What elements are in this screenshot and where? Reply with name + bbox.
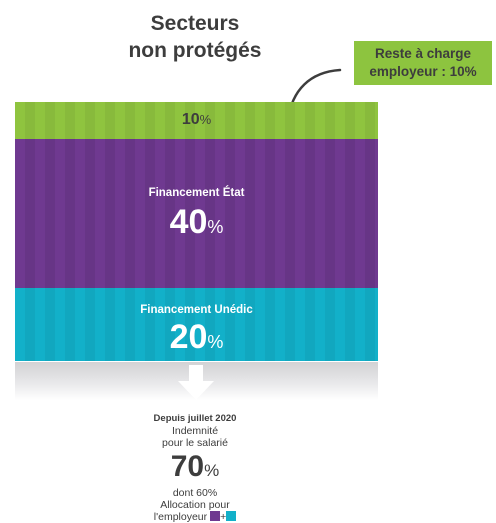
down-arrow-icon <box>178 365 214 400</box>
segment-employeur: 10% <box>15 102 378 139</box>
plus-sign: + <box>220 511 227 523</box>
segment-etat-value: 40% <box>169 203 224 241</box>
title-line-2: non protégés <box>128 39 262 62</box>
remaining-charge-callout: Reste à charge employeur : 10% <box>354 41 492 85</box>
segment-unedic-label: Financement Unédic <box>140 304 253 316</box>
chart-title: Secteurs non protégés <box>100 10 290 64</box>
segment-unedic: Financement Unédic 20% <box>15 288 378 361</box>
indemnity-line-1: Indemnité <box>171 425 219 437</box>
segment-employeur-value: 10% <box>181 111 212 128</box>
segment-etat: Financement État 40% <box>15 139 378 288</box>
segment-etat-label: Financement État <box>148 187 245 199</box>
purple-square-icon <box>210 511 221 521</box>
title-line-1: Secteurs <box>150 12 240 35</box>
salary-indemnity-block: Depuis juillet 2020 Indemnité pour le sa… <box>110 413 280 523</box>
callout-line-2: employeur : 10% <box>369 64 477 79</box>
callout-line-1: Reste à charge <box>374 46 472 61</box>
segment-unedic-value: 20% <box>169 318 224 356</box>
since-date: Depuis juillet 2020 <box>153 413 237 424</box>
allocation-employer-label: l'employeur <box>153 511 208 523</box>
allocation-line-3: l'employeur + <box>110 511 280 523</box>
allocation-line-1: dont 60% <box>172 487 218 499</box>
funding-stack: 10% Financement État 40% Financement Uné… <box>15 102 378 361</box>
cyan-square-icon <box>226 511 237 521</box>
indemnity-value: 70% <box>170 450 220 483</box>
allocation-line-2: Allocation pour <box>160 499 230 511</box>
indemnity-line-2: pour le salarié <box>162 437 228 449</box>
